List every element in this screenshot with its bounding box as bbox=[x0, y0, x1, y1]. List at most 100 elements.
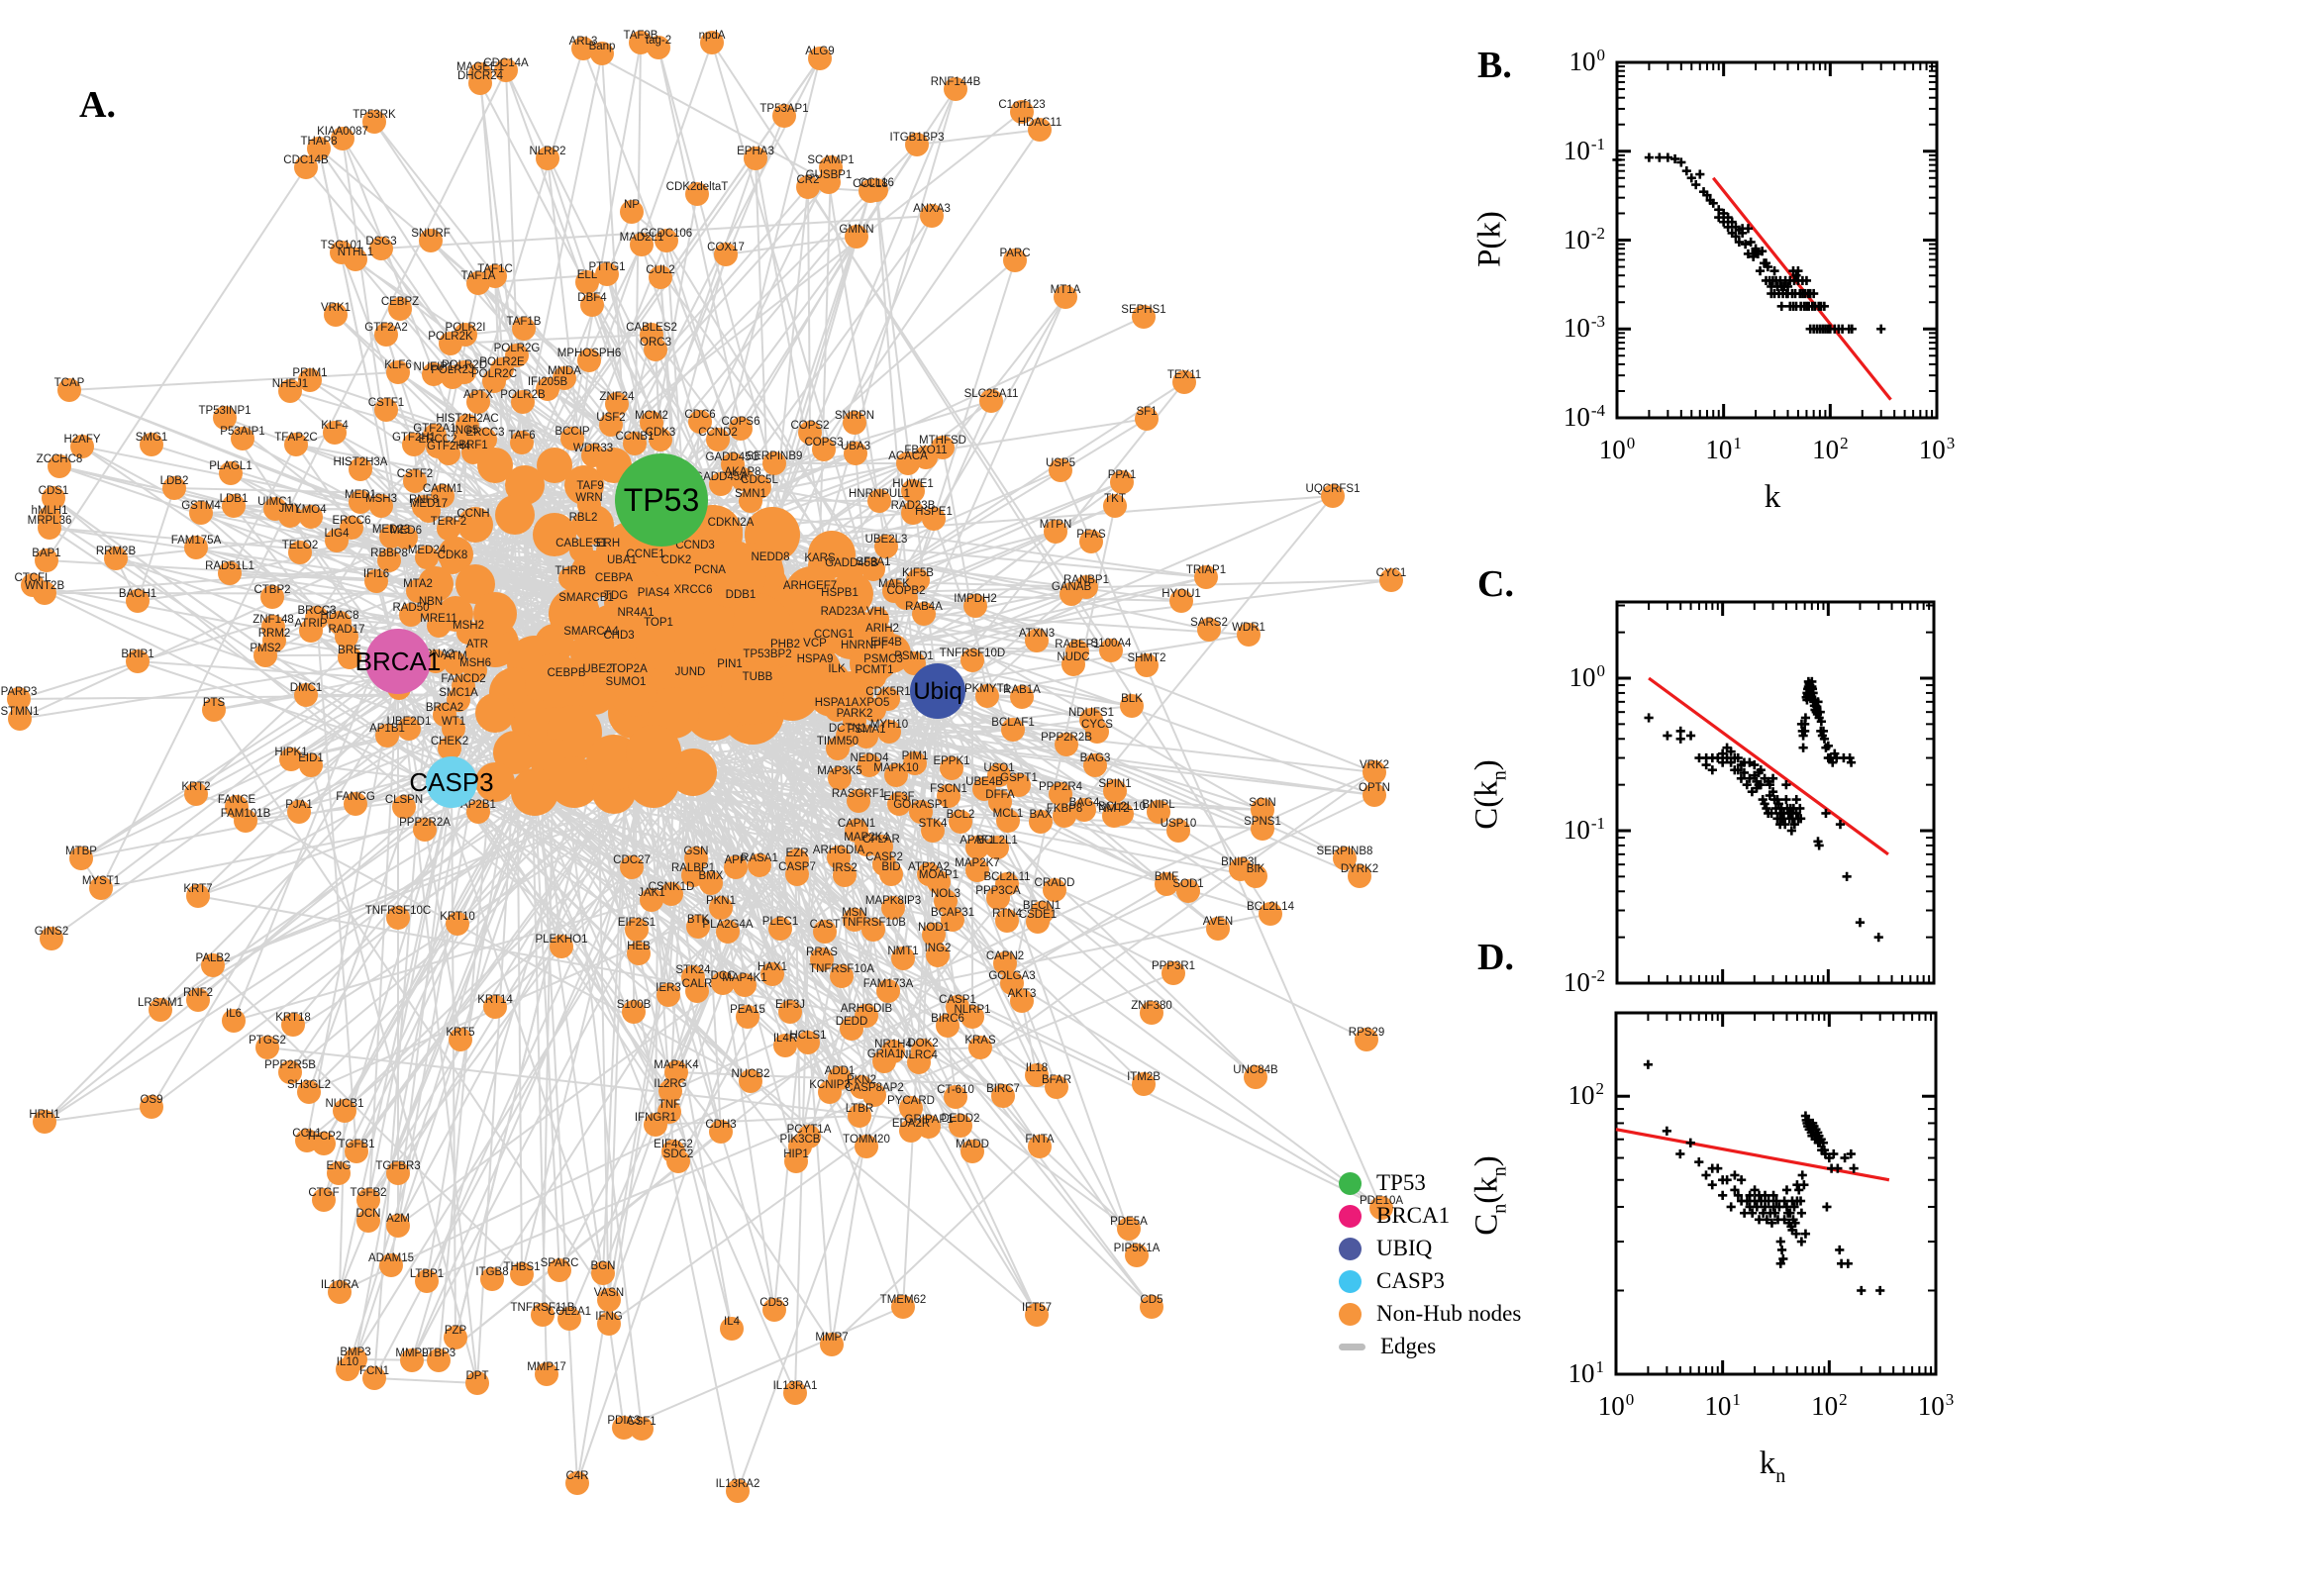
axis-title-part: n bbox=[1775, 1465, 1786, 1487]
node-label: POLR2E bbox=[479, 356, 525, 368]
chart-B-xlabel: k bbox=[1664, 479, 1881, 516]
node-label: MAD2L1 bbox=[620, 232, 664, 244]
network-node bbox=[413, 818, 437, 842]
node-label: ZNF380 bbox=[1131, 1000, 1172, 1012]
tick-exp: 3 bbox=[1945, 1390, 1955, 1409]
chart-D-ylabel: Cn(kn) bbox=[1469, 1086, 1512, 1304]
node-label: MAP3K5 bbox=[817, 765, 861, 777]
node-label: BECN1 bbox=[1023, 900, 1060, 912]
network-node bbox=[279, 748, 303, 771]
node-label: CDC5L bbox=[741, 474, 778, 486]
network-node bbox=[907, 1050, 931, 1074]
chart-D-xlabel: kn bbox=[1664, 1446, 1881, 1488]
node-label: TMEM62 bbox=[880, 1294, 927, 1306]
network-node bbox=[903, 751, 927, 775]
network-node bbox=[678, 667, 702, 691]
network-node bbox=[511, 390, 535, 414]
node-label: UBE4B bbox=[965, 776, 1003, 788]
network-node bbox=[862, 698, 886, 722]
node-label: AP1B1 bbox=[369, 723, 405, 735]
node-label: LTBR bbox=[846, 1103, 874, 1115]
node-label: MMP17 bbox=[527, 1361, 566, 1373]
network-node bbox=[349, 457, 372, 481]
network-node bbox=[349, 490, 372, 514]
legend-node-swatch bbox=[1339, 1269, 1362, 1293]
node-label: TP53RK bbox=[353, 109, 396, 121]
node-label: GORASP1 bbox=[893, 799, 949, 811]
node-label: ITM2B bbox=[1127, 1071, 1161, 1083]
node-label: BCL2 bbox=[947, 809, 975, 821]
node-label: GUSBP1 bbox=[806, 169, 853, 181]
network-node bbox=[612, 1416, 636, 1440]
network-node bbox=[369, 237, 393, 260]
hub-node-casp3 bbox=[426, 756, 477, 808]
network-node bbox=[1132, 305, 1156, 329]
node-label: HYOU1 bbox=[1162, 588, 1201, 600]
network-node bbox=[762, 1298, 786, 1322]
node-label: CAPN1 bbox=[838, 818, 875, 830]
node-label: PCYT1A bbox=[787, 1124, 832, 1136]
panel-d-label: D. bbox=[1477, 937, 1514, 978]
node-label: MED17 bbox=[410, 498, 448, 510]
chart-B-ytick-label: 10-2 bbox=[1526, 224, 1605, 255]
node-label: HCLS1 bbox=[789, 1030, 826, 1042]
node-label: POLR2B bbox=[500, 389, 546, 401]
node-label: ARIH2 bbox=[865, 623, 899, 635]
network-node bbox=[1172, 370, 1196, 394]
node-label: VASN bbox=[594, 1287, 624, 1299]
node-label: HSPE1 bbox=[915, 506, 953, 518]
node-label: MYH10 bbox=[870, 719, 908, 731]
network-node bbox=[655, 229, 678, 252]
chart-D-xtick-label: 103 bbox=[1891, 1390, 1980, 1422]
network-node bbox=[446, 912, 469, 936]
network-node bbox=[1206, 917, 1230, 941]
node-label: SF1 bbox=[1136, 406, 1157, 418]
network-node bbox=[1072, 798, 1096, 822]
node-label: SEPHS1 bbox=[1121, 304, 1165, 316]
network-node bbox=[184, 536, 208, 559]
network-node bbox=[403, 469, 427, 493]
node-label: npdA bbox=[699, 30, 726, 42]
network-node bbox=[993, 951, 1017, 975]
network-node bbox=[1000, 971, 1024, 995]
node-label: NTHL1 bbox=[338, 247, 373, 258]
network-node bbox=[577, 349, 601, 372]
network-node bbox=[327, 1161, 351, 1185]
node-label: SF3A1 bbox=[856, 556, 890, 568]
network-node bbox=[840, 558, 863, 582]
node-label: BRF1 bbox=[458, 440, 487, 451]
node-label: COX17 bbox=[707, 242, 745, 253]
node-label: KRT14 bbox=[477, 994, 513, 1006]
node-label: CAPN2 bbox=[986, 950, 1024, 962]
chart-D bbox=[1614, 1011, 1938, 1376]
node-label: ING5 bbox=[453, 425, 479, 437]
network-node bbox=[620, 855, 644, 879]
node-label: FAM173A bbox=[863, 978, 914, 990]
tick-base: 10 bbox=[1917, 1391, 1945, 1421]
network-node bbox=[1029, 810, 1053, 834]
network-node bbox=[963, 594, 987, 618]
node-label: ACACA bbox=[888, 450, 928, 462]
network-node bbox=[510, 1262, 534, 1286]
node-label: GTF2H4 bbox=[427, 441, 471, 452]
node-label: PHB2 bbox=[770, 639, 800, 650]
node-label: RNF144B bbox=[931, 76, 981, 88]
network-node bbox=[627, 942, 651, 965]
node-label: XPO5 bbox=[859, 697, 890, 709]
network-node bbox=[1083, 753, 1107, 777]
node-label: NUCB1 bbox=[326, 1098, 364, 1110]
node-label: MCM2 bbox=[635, 410, 668, 422]
node-label: DEDD bbox=[836, 1016, 868, 1028]
network-node bbox=[449, 1028, 472, 1051]
network-node bbox=[483, 995, 507, 1019]
network-node bbox=[855, 725, 878, 748]
node-label: SMARCB1 bbox=[558, 592, 614, 604]
network-node bbox=[773, 1034, 797, 1057]
network-node bbox=[862, 1083, 886, 1107]
node-label: KRT5 bbox=[446, 1027, 474, 1039]
node-label: GTF2A1 bbox=[413, 423, 455, 435]
node-label: PSMC3 bbox=[863, 653, 903, 665]
network-node bbox=[599, 413, 623, 437]
network-node bbox=[629, 31, 653, 54]
network-node bbox=[386, 1214, 410, 1238]
